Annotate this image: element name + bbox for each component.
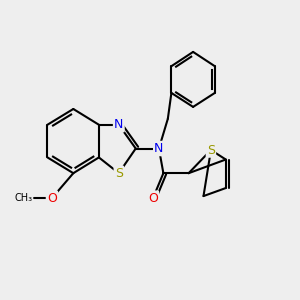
Text: N: N — [114, 118, 124, 131]
Text: O: O — [47, 192, 57, 205]
Text: S: S — [115, 167, 123, 180]
Text: O: O — [148, 192, 158, 205]
Text: CH₃: CH₃ — [14, 193, 33, 203]
Text: S: S — [207, 143, 215, 157]
Text: N: N — [154, 142, 164, 155]
